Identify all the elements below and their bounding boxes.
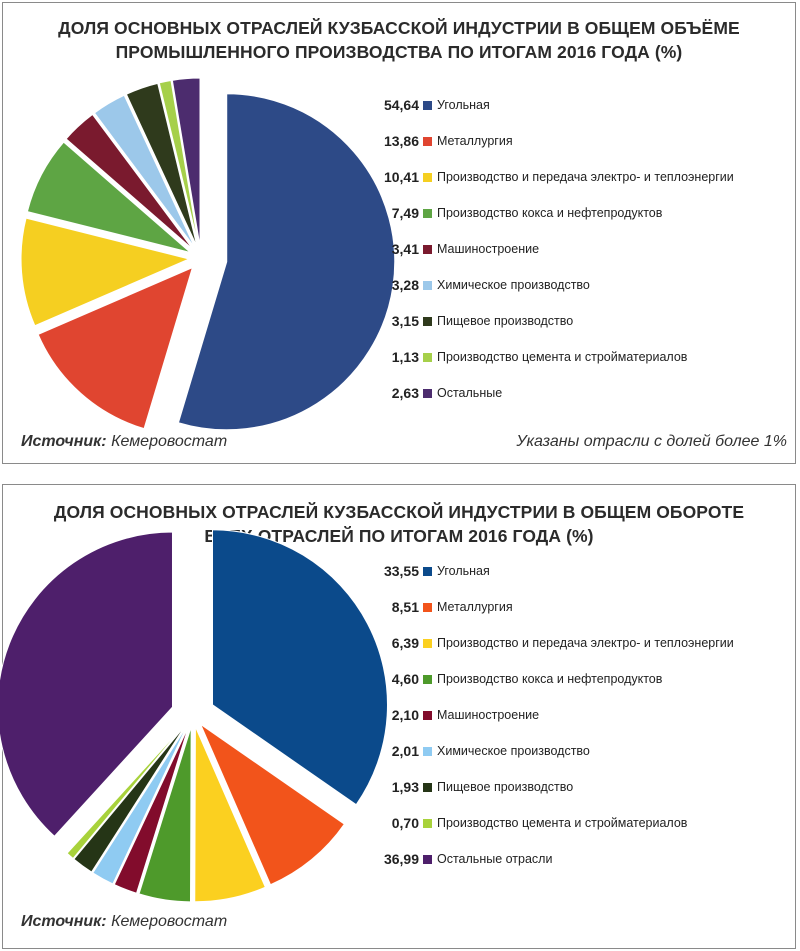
legend-value: 33,55	[383, 563, 419, 579]
source-value: Кемеровостат	[111, 433, 228, 450]
legend-value: 3,28	[391, 277, 419, 293]
legend-swatch	[423, 245, 432, 254]
legend-swatch	[423, 101, 432, 110]
pie-slice	[158, 79, 200, 247]
legend-value: 2,10	[391, 707, 419, 723]
legend-label: Химическое производство	[437, 744, 590, 758]
legend-label: Остальные отрасли	[437, 852, 553, 866]
legend-value: 2,01	[391, 743, 419, 759]
legend-label: Остальные	[437, 386, 503, 400]
pie-slice	[20, 217, 191, 327]
pie-slice	[177, 93, 396, 431]
pie-slice	[0, 531, 173, 837]
legend-value: 6,39	[391, 635, 419, 651]
legend-label: Машиностроение	[437, 242, 540, 256]
legend-swatch	[423, 209, 432, 218]
source-label: Источник:	[21, 913, 107, 930]
source-value: Кемеровостат	[111, 913, 228, 930]
legend-swatch	[423, 783, 432, 792]
legend-swatch	[423, 389, 432, 398]
pie-slice	[171, 77, 201, 247]
legend-swatch	[423, 639, 432, 648]
pie-slice	[194, 726, 266, 903]
chart-title-line: ПРОМЫШЛЕННОГО ПРОИЗВОДСТВА ПО ИТОГАМ 201…	[115, 42, 683, 62]
legend-label: Производство цемента и стройматериалов	[437, 350, 688, 364]
legend-swatch	[423, 603, 432, 612]
legend-swatch	[423, 711, 432, 720]
legend-label: Машиностроение	[437, 708, 540, 722]
legend-value: 3,41	[391, 241, 419, 257]
legend-label: Производство и передача электро- и тепло…	[437, 170, 734, 184]
legend-label: Производство кокса и нефтепродуктов	[437, 206, 663, 220]
legend-label: Пищевое производство	[437, 780, 574, 794]
pie-slice	[199, 722, 346, 886]
legend-value: 2,63	[391, 385, 419, 401]
pie-slice	[113, 725, 190, 894]
legend-swatch	[423, 281, 432, 290]
pie-slice	[93, 94, 196, 248]
legend-value: 8,51	[391, 599, 419, 615]
legend-label: Производство цемента и стройматериалов	[437, 816, 688, 830]
chart-panel-2: ДОЛЯ ОСНОВНЫХ ОТРАСЛЕЙ КУЗБАССКОЙ ИНДУСТ…	[0, 484, 796, 949]
chart-title-line: ДОЛЯ ОСНОВНЫХ ОТРАСЛЕЙ КУЗБАССКОЙ ИНДУСТ…	[58, 18, 740, 38]
pie-chart	[20, 77, 396, 431]
legend-swatch	[423, 137, 432, 146]
legend-value: 3,15	[391, 313, 419, 329]
legend-label: Угольная	[437, 98, 490, 112]
legend-value: 4,60	[391, 671, 419, 687]
legend-swatch	[423, 855, 432, 864]
legend-value: 10,41	[383, 169, 419, 185]
chart-note: Указаны отрасли с долей более 1%	[516, 433, 787, 450]
legend-swatch	[423, 567, 432, 576]
legend-label: Производство и передача электро- и тепло…	[437, 636, 734, 650]
legend-swatch	[423, 317, 432, 326]
legend-swatch	[423, 747, 432, 756]
source-label: Источник:	[21, 433, 107, 450]
source-line: Источник: Кемеровостат	[21, 433, 227, 451]
legend-swatch	[423, 819, 432, 828]
pie-slice	[66, 723, 186, 860]
pie-slice	[92, 725, 188, 885]
chart-title: ДОЛЯ ОСНОВНЫХ ОТРАСЛЕЙ КУЗБАССКОЙ ИНДУСТ…	[3, 16, 795, 64]
chart-title-line: ДОЛЯ ОСНОВНЫХ ОТРАСЛЕЙ КУЗБАССКОЙ ИНДУСТ…	[53, 502, 745, 522]
pie-slice	[73, 724, 187, 873]
pie-slice	[212, 529, 388, 806]
legend-label: Химическое производство	[437, 278, 590, 292]
legend-swatch	[423, 353, 432, 362]
legend-value: 1,93	[391, 779, 419, 795]
pie-slice	[37, 266, 194, 430]
legend-label: Угольная	[437, 564, 490, 578]
source-line: Источник: Кемеровостат	[21, 913, 227, 931]
chart-title-line: ВСЕХ ОТРАСЛЕЙ ПО ИТОГАМ 2016 ГОДА (%)	[204, 526, 594, 546]
legend-value: 13,86	[383, 133, 419, 149]
chart-title: ДОЛЯ ОСНОВНЫХ ОТРАСЛЕЙ КУЗБАССКОЙ ИНДУСТ…	[3, 500, 795, 548]
legend-value: 54,64	[383, 97, 419, 113]
chart-panel-1: ДОЛЯ ОСНОВНЫХ ОТРАСЛЕЙ КУЗБАССКОЙ ИНДУСТ…	[2, 2, 796, 464]
legend-label: Пищевое производство	[437, 314, 574, 328]
pie-chart	[0, 529, 388, 903]
pie-slice	[26, 141, 191, 253]
pie-slice	[65, 113, 194, 250]
pie-slice	[125, 82, 198, 247]
legend-label: Металлургия	[437, 134, 513, 148]
legend-value: 36,99	[383, 851, 419, 867]
legend-label: Производство кокса и нефтепродуктов	[437, 672, 663, 686]
legend-swatch	[423, 675, 432, 684]
legend-value: 0,70	[391, 815, 419, 831]
legend-label: Металлургия	[437, 600, 513, 614]
pie-slice	[138, 726, 192, 903]
legend-value: 1,13	[391, 349, 419, 365]
legend-swatch	[423, 173, 432, 182]
legend-value: 7,49	[391, 205, 419, 221]
